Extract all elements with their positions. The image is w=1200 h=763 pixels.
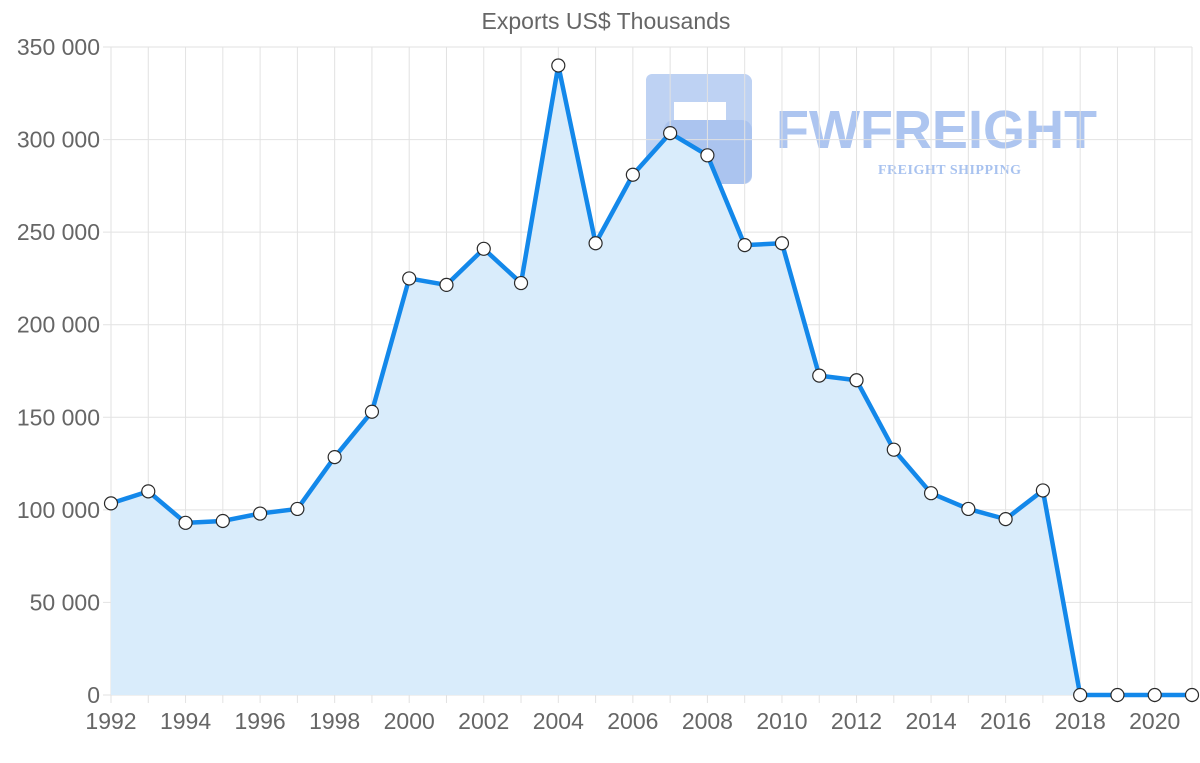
data-point [1073,687,1088,703]
x-tick-label: 1998 [309,708,360,734]
x-tick-label: 2016 [980,708,1031,734]
data-point [1147,687,1162,703]
data-point [886,442,901,457]
y-tick-label: 150 000 [17,404,100,430]
data-point [215,513,230,529]
y-tick-label: 250 000 [17,219,100,245]
x-tick-label: 1996 [235,708,286,734]
data-point [849,373,864,388]
y-tick-label: 300 000 [17,127,100,153]
watermark-tagline: FREIGHT SHIPPING [878,163,1022,178]
series-area [111,65,1192,695]
data-point [402,271,417,286]
data-point [103,496,119,511]
data-point [364,404,380,419]
y-tick-label: 0 [87,682,100,708]
data-point [1035,483,1050,498]
data-point [290,501,305,517]
data-point [625,167,640,182]
data-point [774,236,790,251]
data-point [663,125,678,141]
y-tick-label: 350 000 [17,34,100,60]
x-tick-label: 2014 [905,708,956,734]
x-tick-label: 2012 [831,708,882,734]
data-point [923,486,939,501]
y-tick-label: 100 000 [17,497,100,523]
data-point [1184,687,1200,703]
y-tick-label: 50 000 [30,589,100,615]
data-point [588,236,603,251]
data-point [178,515,193,530]
data-point [812,368,827,383]
x-tick-label: 2002 [458,708,509,734]
area-layer [111,65,1192,695]
x-tick-label: 1994 [160,708,211,734]
data-point [551,58,566,73]
data-point [961,501,976,517]
x-axis-ticks: 1992 1994 1996 1998 2000 2002 2004 2006 2008 2010… [85,708,1180,734]
x-tick-label: 1992 [85,708,136,734]
x-tick-label: 2004 [533,708,584,734]
chart-title: Exports US$ Thousands [482,8,731,34]
x-tick-label: 2018 [1055,708,1106,734]
watermark-name: FWFREIGHT [776,100,1097,160]
data-point [476,241,491,256]
data-point [1110,687,1125,703]
x-tick-label: 2006 [607,708,658,734]
data-point [253,506,268,521]
x-tick-label: 2010 [756,708,807,734]
fwfreight-watermark: FWFREIGHT FREIGHT SHIPPING [646,74,1097,184]
x-tick-label: 2000 [384,708,435,734]
data-point [513,275,529,291]
y-tick-label: 200 000 [17,312,100,338]
y-axis-ticks: 350 000 300 000 250 000 200 000 150 000 100 0… [17,34,100,708]
x-tick-label: 2008 [682,708,733,734]
data-point [141,484,156,499]
data-point [700,148,715,163]
data-point [327,449,342,465]
x-tick-label: 2020 [1129,708,1180,734]
data-point [439,277,454,293]
points-layer [103,58,1200,703]
data-point [998,512,1013,527]
data-point [737,238,752,253]
